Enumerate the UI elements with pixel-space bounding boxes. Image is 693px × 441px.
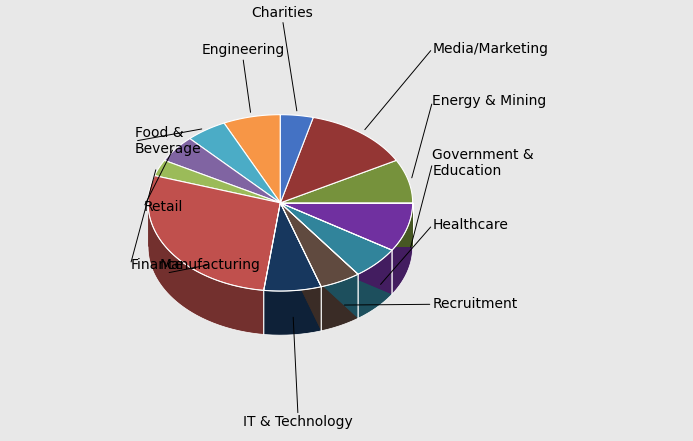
Polygon shape [322,274,358,331]
Polygon shape [148,203,264,334]
Polygon shape [264,287,322,335]
Text: Media/Marketing: Media/Marketing [432,41,548,56]
Polygon shape [281,203,392,294]
Polygon shape [281,161,412,203]
Text: Healthcare: Healthcare [432,218,509,232]
Text: Charities: Charities [252,6,313,20]
Text: IT & Technology: IT & Technology [243,415,353,430]
Polygon shape [148,176,281,290]
Polygon shape [224,115,281,203]
Polygon shape [281,203,358,287]
Polygon shape [281,203,392,294]
Polygon shape [264,203,322,291]
Polygon shape [281,203,412,247]
Polygon shape [281,115,313,203]
Polygon shape [281,203,322,331]
Text: Finance: Finance [130,258,184,272]
Polygon shape [281,203,358,318]
Polygon shape [264,203,281,334]
Polygon shape [281,203,322,331]
Text: Government &
Education: Government & Education [432,148,534,178]
Polygon shape [392,203,412,294]
Text: Food &
Beverage: Food & Beverage [135,126,202,156]
Polygon shape [190,123,281,203]
Text: Energy & Mining: Energy & Mining [432,94,547,108]
Text: Manufacturing: Manufacturing [159,258,261,272]
Polygon shape [358,250,392,318]
Polygon shape [281,203,412,250]
Text: Retail: Retail [143,200,183,214]
Polygon shape [155,161,281,203]
Polygon shape [281,117,396,203]
Text: Recruitment: Recruitment [432,297,518,311]
Polygon shape [281,203,358,318]
Polygon shape [281,203,412,247]
Polygon shape [281,203,392,274]
Polygon shape [264,203,281,334]
Polygon shape [164,138,281,203]
Text: Engineering: Engineering [201,43,285,57]
